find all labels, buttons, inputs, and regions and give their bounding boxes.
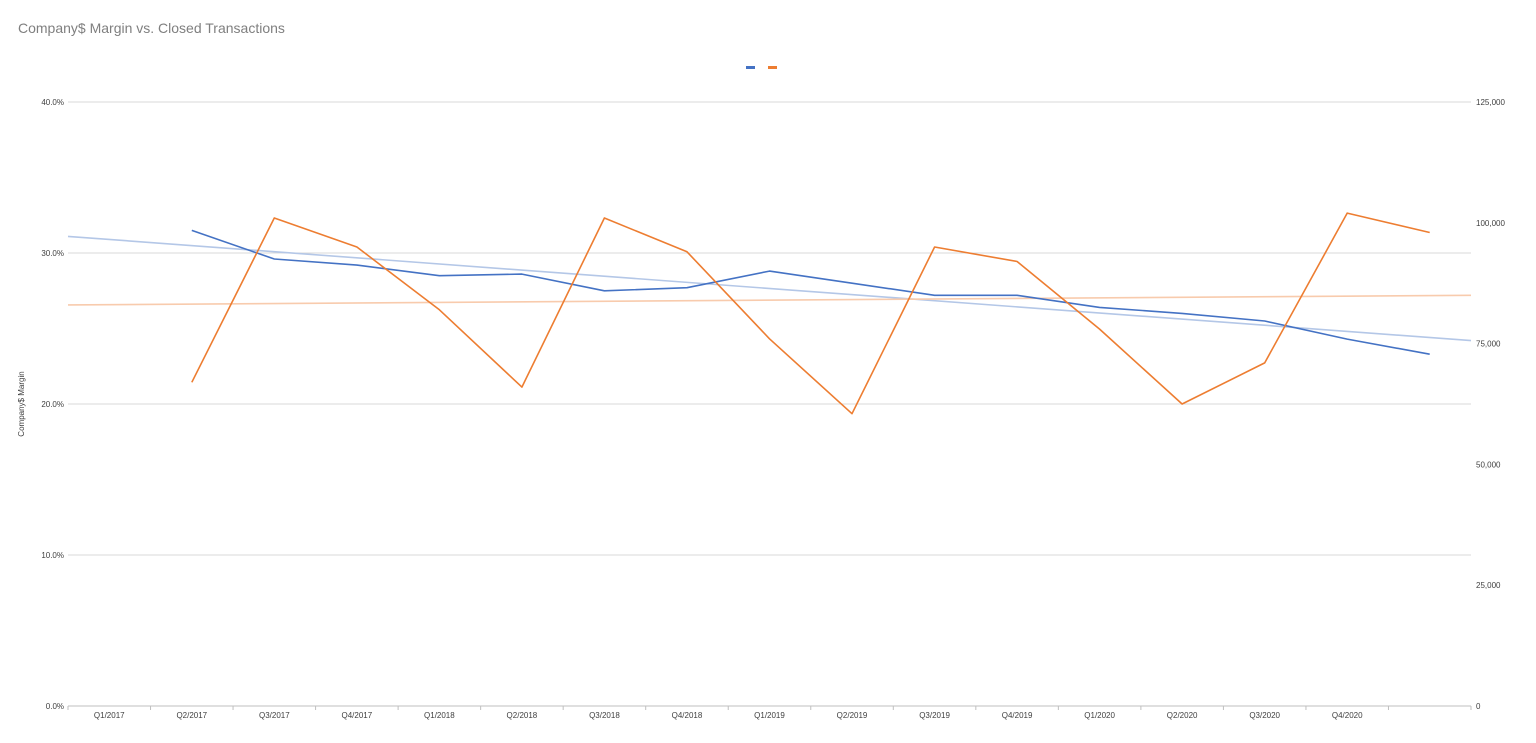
right-tick-label: 100,000 <box>1476 219 1505 228</box>
x-tick-label: Q1/2019 <box>754 711 785 720</box>
x-tick-label: Q2/2017 <box>176 711 207 720</box>
legend-swatch-margin <box>746 66 755 69</box>
series-margin-line <box>191 229 1430 355</box>
right-tick-label: 75,000 <box>1476 340 1501 349</box>
x-tick-label: Q2/2020 <box>1167 711 1198 720</box>
series-transactions-line <box>191 212 1430 415</box>
x-tick-label: Q2/2018 <box>507 711 538 720</box>
right-tick-label: 25,000 <box>1476 581 1501 590</box>
left-tick-label: 40.0% <box>41 98 64 107</box>
trendlines <box>67 235 1472 342</box>
axes: 0.0% 10.0% 20.0% 30.0% 40.0% 0 25,000 50,000 75,… <box>17 98 1505 720</box>
right-tick-label: 50,000 <box>1476 460 1501 469</box>
x-tick-label: Q1/2020 <box>1084 711 1115 720</box>
x-tick-label: Q3/2018 <box>589 711 620 720</box>
x-tick-label: Q4/2020 <box>1332 711 1363 720</box>
x-tick-label: Q3/2019 <box>919 711 950 720</box>
trendline-margin <box>67 235 1472 342</box>
x-tick-label: Q3/2020 <box>1249 711 1280 720</box>
right-tick-label: 0 <box>1476 702 1481 711</box>
x-tick-label: Q4/2017 <box>342 711 373 720</box>
x-tick-label: Q4/2018 <box>672 711 703 720</box>
left-tick-label: 0.0% <box>46 702 64 711</box>
gridlines <box>68 101 1471 556</box>
left-tick-label: 20.0% <box>41 400 64 409</box>
x-tick-label: Q2/2019 <box>837 711 868 720</box>
x-tick-label: Q1/2018 <box>424 711 455 720</box>
y-axis-label: Company$ Margin <box>17 371 26 436</box>
legend <box>746 66 777 69</box>
series-lines <box>191 212 1430 415</box>
x-tick-label: Q1/2017 <box>94 711 125 720</box>
legend-swatch-transactions <box>768 66 777 69</box>
left-tick-label: 30.0% <box>41 249 64 258</box>
trendline-transactions <box>67 294 1472 306</box>
x-tick-label: Q4/2019 <box>1002 711 1033 720</box>
chart-title: Company$ Margin vs. Closed Transactions <box>18 20 285 36</box>
right-tick-label: 125,000 <box>1476 98 1505 107</box>
left-tick-label: 10.0% <box>41 551 64 560</box>
x-tick-label: Q3/2017 <box>259 711 290 720</box>
